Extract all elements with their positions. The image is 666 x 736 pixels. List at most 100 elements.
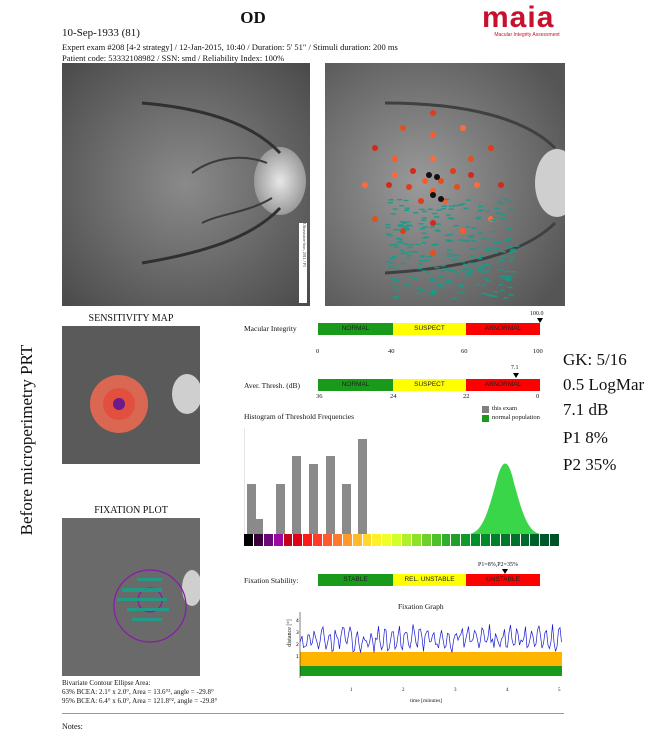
stimulus-point bbox=[430, 156, 436, 162]
fixation-dot bbox=[509, 208, 514, 210]
fixation-dot bbox=[444, 268, 449, 270]
fixation-dot bbox=[404, 228, 409, 230]
fixation-dot bbox=[514, 245, 519, 247]
fixation-dot bbox=[466, 199, 471, 201]
fixation-dot bbox=[423, 226, 428, 228]
fixation-dot bbox=[435, 230, 440, 232]
fixation-dot bbox=[427, 256, 432, 258]
fixation-dot bbox=[385, 227, 390, 229]
fixation-dot bbox=[459, 284, 464, 286]
fixation-dot bbox=[508, 261, 513, 263]
fixation-dot bbox=[453, 205, 458, 207]
fixation-dot bbox=[484, 278, 489, 280]
at-abnormal: ABNORMAL bbox=[466, 379, 540, 391]
stimulus-point bbox=[392, 156, 398, 162]
stat-p1: P1 8% bbox=[563, 428, 608, 448]
fixation-dot bbox=[485, 280, 490, 282]
fixation-dot bbox=[482, 293, 487, 295]
fixation-dot bbox=[499, 276, 504, 278]
logo-subtitle: Macular Integrity Assessment bbox=[482, 32, 572, 38]
fixation-dot bbox=[391, 278, 396, 280]
fixation-dot bbox=[458, 239, 463, 241]
fixation-dot bbox=[386, 261, 391, 263]
fixation-dot bbox=[407, 247, 412, 249]
fixation-dot bbox=[510, 257, 515, 259]
scale-cell bbox=[402, 534, 412, 546]
fixation-dot bbox=[394, 246, 399, 248]
fixation-dot bbox=[447, 253, 452, 255]
fixation-dot bbox=[504, 297, 509, 299]
fundus-image-right bbox=[325, 63, 565, 306]
fixation-dot bbox=[402, 222, 407, 224]
stimulus-point bbox=[474, 182, 480, 188]
fixation-dot bbox=[396, 238, 401, 240]
fixation-dot bbox=[452, 297, 457, 299]
at-tick: 0 bbox=[536, 393, 539, 400]
mi-normal: NORMAL bbox=[318, 323, 393, 335]
p-label: P1=8%,P2=35% bbox=[478, 562, 518, 568]
fs-stable: STABLE bbox=[318, 574, 393, 586]
fixation-dot bbox=[475, 285, 480, 287]
fixation-dot bbox=[482, 285, 487, 287]
fixation-dot bbox=[406, 225, 411, 227]
maia-logo: maia Macular Integrity Assessment bbox=[482, 4, 572, 38]
fixation-dot bbox=[453, 258, 458, 260]
scale-cell bbox=[372, 534, 382, 546]
histogram-bar bbox=[276, 484, 285, 534]
fixation-dot bbox=[476, 218, 481, 220]
fixation-graph-ylabel: distance [°] bbox=[287, 595, 293, 671]
fixation-dot bbox=[509, 294, 514, 296]
fixation-dot bbox=[398, 239, 403, 241]
scale-cell bbox=[382, 534, 392, 546]
fixation-dot bbox=[415, 244, 420, 246]
histogram-svg bbox=[244, 428, 560, 546]
fixation-dot bbox=[420, 256, 425, 258]
fixation-dot bbox=[460, 203, 465, 205]
fixation-dot bbox=[465, 274, 470, 276]
fixation-dot bbox=[385, 224, 390, 226]
stimulus-point bbox=[468, 156, 474, 162]
fixation-dot bbox=[420, 209, 425, 211]
scale-cell bbox=[343, 534, 353, 546]
fixation-dot bbox=[477, 217, 482, 219]
stimulus-point bbox=[362, 182, 368, 188]
fixation-dot bbox=[403, 252, 408, 254]
histogram-bar bbox=[342, 484, 351, 534]
fixation-dot bbox=[397, 241, 402, 243]
watermark: Ultravision-fixer, 2011 / P3 bbox=[299, 223, 307, 303]
fixation-dot bbox=[447, 250, 452, 252]
fixation-dot bbox=[406, 257, 411, 259]
fixation-dot bbox=[405, 284, 410, 286]
fixation-dot bbox=[394, 268, 399, 270]
fixation-dot bbox=[422, 217, 427, 219]
fixation-dot bbox=[388, 266, 393, 268]
sensitivity-map-svg bbox=[62, 326, 200, 464]
scale-cell bbox=[284, 534, 294, 546]
scale-cell bbox=[461, 534, 471, 546]
fixation-dot bbox=[493, 291, 498, 293]
fixation-dot bbox=[463, 208, 468, 210]
fixation-band-yellow bbox=[300, 652, 562, 666]
stimulus-point bbox=[392, 172, 398, 178]
fixation-dot bbox=[399, 205, 404, 207]
stimulus-point bbox=[498, 182, 504, 188]
macular-integrity-bar: NORMAL SUSPECT ABNORMAL bbox=[318, 323, 540, 335]
fixation-dot bbox=[428, 209, 433, 211]
fundus-image-left: Ultravision-fixer, 2011 / P3 bbox=[62, 63, 310, 306]
fixation-dot bbox=[408, 275, 413, 277]
fixation-dot bbox=[446, 214, 451, 216]
fixation-dot bbox=[434, 267, 439, 269]
stimulus-point bbox=[418, 198, 424, 204]
fixation-dot bbox=[393, 244, 398, 246]
fixation-dot bbox=[442, 205, 447, 207]
fixation-dot bbox=[485, 249, 490, 251]
histogram-bar bbox=[254, 519, 263, 534]
fixation-dot bbox=[432, 292, 437, 294]
fixation-plot-title: FIXATION PLOT bbox=[62, 505, 200, 516]
aver-thresh-marker bbox=[513, 373, 519, 378]
fixation-trace bbox=[300, 624, 562, 652]
fixation-dot bbox=[430, 280, 435, 282]
stimulus-point-absolute bbox=[426, 172, 432, 178]
histogram-bar bbox=[292, 456, 301, 534]
stimulus-point bbox=[372, 216, 378, 222]
